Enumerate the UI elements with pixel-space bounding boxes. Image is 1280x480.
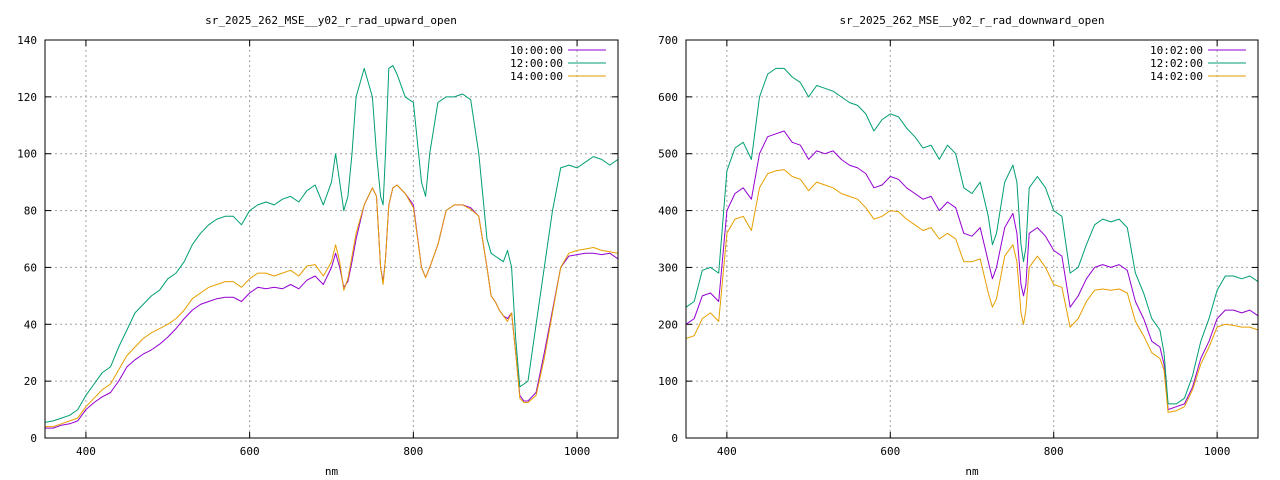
x-tick-label: 400 [76,445,96,458]
y-tick-label: 0 [30,432,37,445]
plot-frame [685,39,1259,439]
y-tick-label: 500 [658,148,678,161]
x-tick-label: 1000 [564,445,591,458]
legend-label: 10:02:00 [1150,44,1203,57]
series-line-120000 [44,65,619,423]
series-line-140000 [45,184,619,428]
y-tick-label: 20 [24,375,37,388]
series-line-120200 [685,67,1259,405]
y-tick-label: 700 [658,34,678,47]
legend-label: 12:00:00 [510,57,563,70]
x-tick-label: 600 [880,445,900,458]
series-line-140200 [685,169,1259,413]
x-tick-label: 1000 [1204,445,1231,458]
chart-panel-1: sr_2025_262_MSE__y02_r_rad_upward_open 0 2… [17,14,619,478]
y-tick-label: 140 [17,34,37,47]
y-tick-label: 100 [17,148,37,161]
y-tick-label: 100 [658,375,678,388]
y-tick-label: 80 [24,205,37,218]
x-tick-label: 600 [240,445,260,458]
plot-frame [44,39,619,439]
legend-label: 14:00:00 [510,70,563,83]
y-tick-label: 300 [658,261,678,274]
y-tick-label: 120 [17,91,37,104]
x-axis-label: nm [965,465,979,478]
y-tick-label: 60 [24,261,37,274]
legend-label: 10:00:00 [510,44,563,57]
y-tick-label: 0 [671,432,678,445]
x-tick-label: 800 [403,445,423,458]
y-tick-label: 600 [658,91,678,104]
x-tick-label: 800 [1044,445,1064,458]
series-line-100200 [685,130,1259,411]
x-axis-label: nm [325,465,339,478]
chart-title: sr_2025_262_MSE__y02_r_rad_upward_open [205,14,457,27]
series-line-100000 [45,184,619,429]
y-tick-label: 40 [24,318,37,331]
y-tick-label: 200 [658,318,678,331]
chart-panel-2: sr_2025_262_MSE__y02_r_rad_downward_open… [658,14,1259,478]
legend-label: 12:02:00 [1150,57,1203,70]
y-tick-label: 400 [658,205,678,218]
x-tick-label: 400 [717,445,737,458]
chart-title: sr_2025_262_MSE__y02_r_rad_downward_open [840,14,1105,27]
legend-label: 14:02:00 [1150,70,1203,83]
